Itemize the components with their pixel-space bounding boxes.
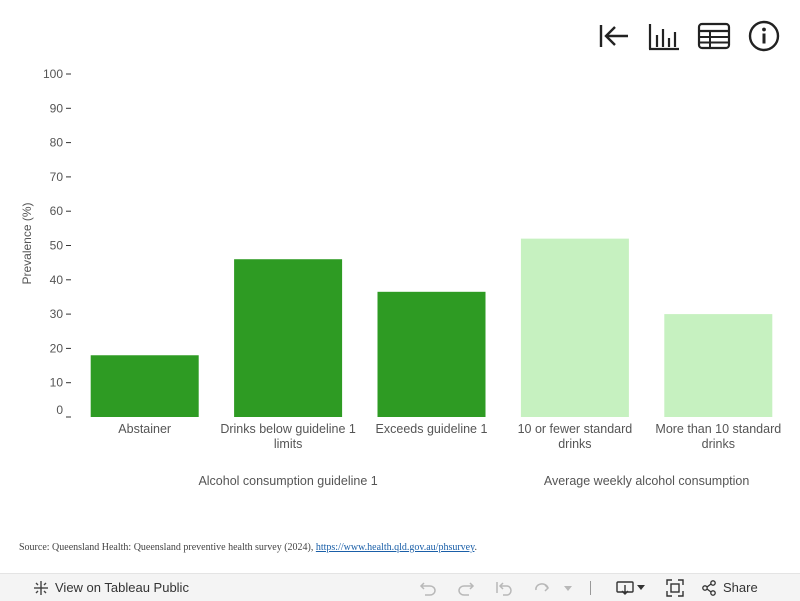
source-link[interactable]: https://www.health.qld.gov.au/phsurvey — [315, 542, 475, 553]
bar-chart-icon[interactable] — [646, 18, 682, 54]
share-button[interactable]: Share — [701, 579, 758, 596]
footer-bar: View on Tableau Public Share — [0, 573, 800, 601]
x-tick-label: Abstainer — [118, 422, 171, 436]
y-tick-label: 40 — [50, 273, 64, 287]
y-tick-label: 90 — [50, 101, 64, 115]
x-tick-label: drinks — [702, 437, 735, 451]
refresh-icon[interactable] — [532, 580, 552, 596]
fullscreen-icon[interactable] — [665, 578, 685, 597]
y-tick-label: 10 — [50, 376, 64, 390]
y-axis-title: Prevalence (%) — [20, 202, 34, 284]
undo-icon[interactable] — [418, 580, 438, 596]
chart-toolbar — [596, 18, 782, 54]
group-labels: Alcohol consumption guideline 1 Average w… — [198, 474, 749, 488]
y-tick-label: 80 — [50, 136, 64, 150]
footer-divider — [590, 580, 591, 595]
view-on-tableau-label: View on Tableau Public — [55, 580, 189, 595]
table-icon[interactable] — [696, 18, 732, 54]
redo-icon[interactable] — [456, 580, 476, 596]
y-tick-label: 0 — [56, 403, 63, 417]
pause-dropdown-icon[interactable] — [562, 584, 574, 592]
info-icon[interactable] — [746, 18, 782, 54]
x-tick-label: Exceeds guideline 1 — [376, 422, 488, 436]
bar[interactable] — [664, 314, 773, 417]
group-label: Alcohol consumption guideline 1 — [198, 474, 377, 488]
bar[interactable] — [90, 355, 199, 417]
y-tick-label: 30 — [50, 307, 64, 321]
group-label: Average weekly alcohol consumption — [544, 474, 749, 488]
source-suffix: . — [474, 542, 477, 553]
x-tick-label: 10 or fewer standard — [518, 422, 633, 436]
bar[interactable] — [377, 291, 486, 417]
y-tick-label: 100 — [43, 67, 63, 81]
y-tick-label: 60 — [50, 204, 64, 218]
tableau-logo-icon — [34, 580, 48, 595]
view-on-tableau-link[interactable]: View on Tableau Public — [33, 580, 189, 596]
y-tick-label: 70 — [50, 170, 64, 184]
bar-chart: 0 10 20 30 40 50 60 70 80 90 100 Prevalence (%) Abs… — [20, 67, 781, 488]
footer-controls: Share — [418, 574, 758, 601]
source-text: Source: Queensland Health: Queensland pr… — [19, 542, 316, 553]
bar[interactable] — [234, 259, 343, 417]
download-icon[interactable] — [615, 580, 649, 596]
share-icon — [702, 579, 716, 596]
bar[interactable] — [520, 238, 629, 417]
y-tick-label: 20 — [50, 341, 64, 355]
y-tick-label: 50 — [50, 239, 64, 253]
x-tick-label: limits — [274, 437, 302, 451]
x-tick-label: drinks — [558, 437, 591, 451]
revert-all-icon[interactable] — [494, 580, 514, 596]
x-tick-label: Drinks below guideline 1 — [220, 422, 356, 436]
y-axis: 0 10 20 30 40 50 60 70 80 90 100 Prevalence (%) — [20, 67, 71, 418]
x-tick-label: More than 10 standard — [655, 422, 781, 436]
revert-icon[interactable] — [596, 18, 632, 54]
source-note: Source: Queensland Health: Queensland pr… — [19, 542, 477, 553]
bars — [90, 238, 773, 417]
share-label: Share — [723, 580, 758, 595]
